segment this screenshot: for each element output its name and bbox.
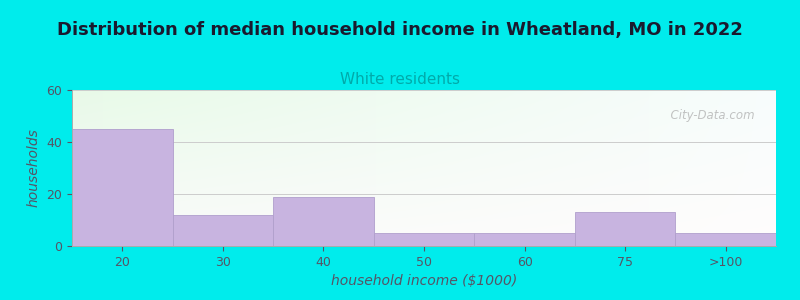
X-axis label: household income ($1000): household income ($1000) bbox=[331, 274, 517, 288]
Text: Distribution of median household income in Wheatland, MO in 2022: Distribution of median household income … bbox=[57, 21, 743, 39]
Bar bbox=[273, 196, 374, 246]
Text: City-Data.com: City-Data.com bbox=[663, 109, 755, 122]
Bar bbox=[72, 129, 173, 246]
Bar bbox=[575, 212, 675, 246]
Bar bbox=[675, 233, 776, 246]
Y-axis label: households: households bbox=[27, 129, 41, 207]
Bar bbox=[173, 215, 273, 246]
Bar bbox=[474, 233, 575, 246]
Bar bbox=[374, 233, 474, 246]
Text: White residents: White residents bbox=[340, 72, 460, 87]
